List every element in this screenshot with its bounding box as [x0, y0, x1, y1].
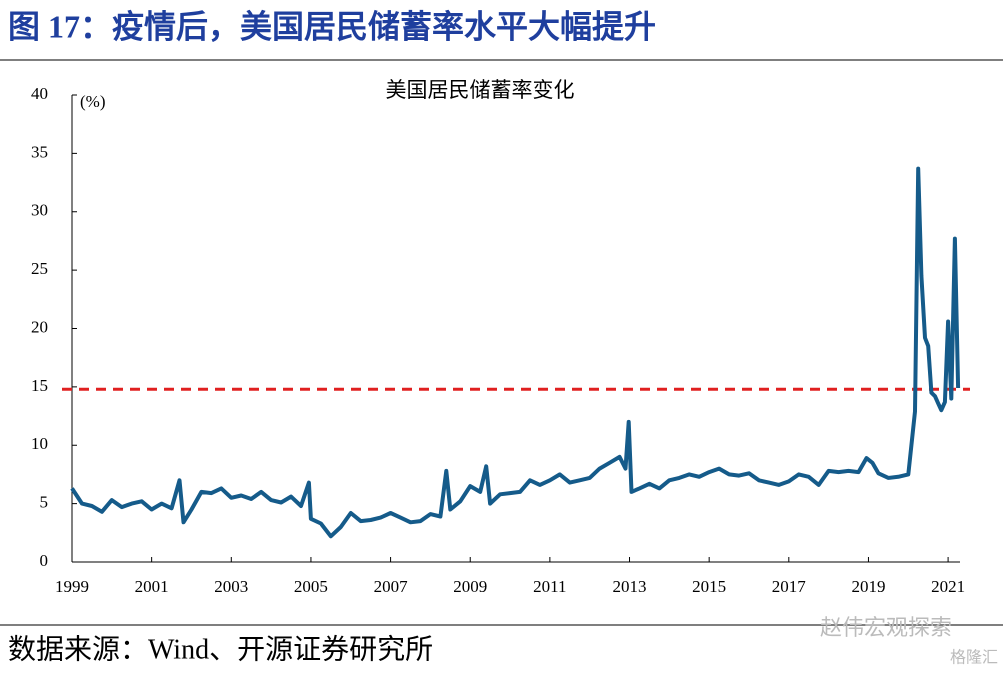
x-tick-label: 2005	[294, 577, 328, 596]
y-tick-label: 5	[40, 493, 49, 512]
y-axis-label: (%)	[80, 92, 105, 111]
x-tick-label: 2021	[931, 577, 965, 596]
y-tick-label: 25	[31, 259, 48, 278]
x-tick-label: 1999	[55, 577, 89, 596]
y-tick-label: 0	[40, 551, 49, 570]
x-tick-label: 2017	[772, 577, 807, 596]
series-line	[70, 166, 961, 539]
x-tick-label: 2015	[692, 577, 726, 596]
figure-heading: 图 17：疫情后，美国居民储蓄率水平大幅提升	[8, 8, 656, 44]
y-tick-label: 30	[31, 201, 48, 220]
x-tick-label: 2003	[214, 577, 248, 596]
x-tick-label: 2007	[374, 577, 409, 596]
y-tick-label: 40	[31, 84, 48, 103]
y-tick-label: 35	[31, 142, 48, 161]
watermark: 赵伟宏观探索	[820, 615, 952, 640]
source-note: 数据来源：Wind、开源证券研究所	[8, 633, 433, 665]
chart-title: 美国居民储蓄率变化	[386, 78, 575, 102]
y-tick-label: 15	[31, 376, 48, 395]
x-tick-label: 2009	[453, 577, 487, 596]
x-tick-label: 2011	[533, 577, 566, 596]
plot: 0 5 10 15 20 25 30 35 40 1999 2001 2003 2005 2007 2009…	[31, 84, 970, 596]
x-tick-label: 2019	[851, 577, 885, 596]
y-tick-label: 10	[31, 434, 48, 453]
x-tick-label: 2001	[135, 577, 169, 596]
watermark: 格隆汇	[950, 649, 998, 667]
y-tick-label: 20	[31, 317, 48, 336]
x-tick-label: 2013	[613, 577, 647, 596]
